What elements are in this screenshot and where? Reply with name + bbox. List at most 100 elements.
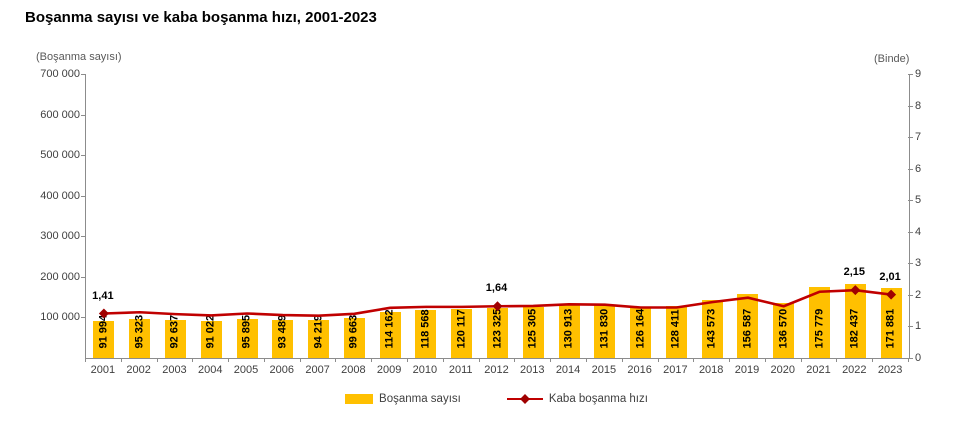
bar-2008: 99 663 [343, 315, 365, 358]
right-tick-mark [908, 263, 913, 265]
plot-area: 91 994 95 323 92 637 91 022 95 895 93 489 94 2… [85, 74, 910, 359]
left-axis-unit-label: (Boşanma sayısı) [36, 51, 122, 63]
rate-label-2012: 1,64 [485, 282, 508, 295]
right-axis-tick-9: 9 [915, 68, 922, 80]
x-axis-label-2016: 2016 [627, 364, 652, 376]
bar-2006: 93 489 [272, 315, 294, 358]
line-marker-2022 [850, 285, 861, 296]
x-tick-mark [192, 358, 194, 362]
x-tick-mark [371, 358, 373, 362]
x-tick-mark [693, 358, 695, 362]
x-axis-label-2004: 2004 [197, 364, 223, 376]
legend-item-bars: Boşanma sayısı [345, 393, 461, 405]
legend-label: Boşanma sayısı [379, 393, 461, 405]
legend-label: Kaba boşanma hızı [548, 393, 648, 405]
bar-2011: 120 117 [451, 309, 473, 358]
x-axis-label-2022: 2022 [842, 364, 867, 376]
line-marker-2012 [492, 301, 503, 312]
legend: Boşanma sayısı Kaba boşanma hızı [85, 393, 908, 405]
right-tick-mark [908, 231, 913, 233]
x-axis-label-2003: 2003 [162, 364, 187, 376]
x-tick-mark [335, 358, 337, 362]
left-axis-tick-200000: 200 000 [40, 270, 80, 283]
legend-item-line: Kaba boşanma hızı [506, 393, 648, 405]
x-tick-mark [729, 358, 731, 362]
x-tick-mark [800, 358, 802, 362]
right-axis-tick-0: 0 [915, 352, 922, 364]
x-tick-mark [764, 358, 766, 362]
x-tick-mark [85, 358, 86, 362]
x-axis-label-2011: 2011 [448, 364, 473, 376]
right-tick-mark [908, 168, 913, 170]
left-tick-mark [81, 195, 85, 197]
bar-2018: 143 573 [701, 299, 723, 358]
bar-2015: 131 830 [594, 304, 616, 358]
x-axis-label-2008: 2008 [341, 364, 366, 376]
x-tick-mark [836, 358, 838, 362]
bar-2016: 126 164 [630, 306, 652, 358]
x-tick-mark [228, 358, 230, 362]
x-tick-mark [585, 358, 587, 362]
bar-2017: 128 411 [665, 305, 687, 358]
right-tick-mark [908, 200, 913, 202]
right-axis-tick-6: 6 [915, 162, 922, 175]
x-tick-mark [550, 358, 552, 362]
right-axis-tick-5: 5 [915, 194, 922, 207]
right-axis-tick-7: 7 [915, 131, 922, 144]
x-tick-mark [299, 358, 301, 362]
x-axis-label-2013: 2013 [520, 364, 545, 376]
bar-2001: 91 994 [93, 315, 115, 358]
x-axis-label-2020: 2020 [770, 364, 795, 376]
x-axis-label-2019: 2019 [734, 364, 760, 376]
right-axis-unit-label: (Binde) [874, 53, 910, 65]
right-tick-mark [908, 358, 913, 359]
chart-title: Boşanma sayısı ve kaba boşanma hızı, 200… [25, 9, 377, 26]
right-axis-tick-4: 4 [915, 225, 922, 238]
x-axis-label-2015: 2015 [591, 364, 617, 376]
right-tick-mark [908, 74, 913, 75]
x-axis-label-2007: 2007 [305, 364, 330, 376]
left-axis-tick-400000: 400 000 [40, 189, 80, 202]
bar-2020: 136 570 [773, 302, 795, 358]
x-axis-label-2002: 2002 [126, 364, 151, 376]
rate-label-2023: 2,01 [879, 270, 901, 283]
right-axis-tick-8: 8 [915, 99, 922, 112]
x-tick-mark [156, 358, 158, 362]
bar-2021: 175 779 [809, 286, 831, 358]
x-tick-mark [514, 358, 516, 362]
x-tick-mark [120, 358, 122, 362]
bar-2004: 91 022 [200, 315, 222, 358]
right-axis-tick-1: 1 [915, 320, 922, 333]
x-axis-label-2017: 2017 [663, 364, 688, 376]
right-tick-mark [908, 294, 913, 296]
rate-label-2022: 2,15 [843, 266, 866, 279]
right-tick-mark [908, 137, 913, 139]
left-axis-tick-300000: 300 000 [40, 230, 80, 243]
x-axis-label-2021: 2021 [806, 364, 831, 376]
right-tick-mark [908, 105, 913, 107]
bar-2022: 182 437 [844, 283, 866, 358]
left-axis-tick-700000: 700 000 [40, 68, 80, 80]
x-axis-label-2018: 2018 [698, 364, 724, 376]
right-axis-tick-2: 2 [915, 288, 922, 301]
bar-2003: 92 637 [164, 315, 186, 358]
left-tick-mark [81, 155, 85, 157]
left-tick-mark [81, 114, 85, 116]
bar-2007: 94 219 [308, 315, 330, 358]
bar-2009: 114 162 [379, 309, 401, 358]
left-tick-mark [81, 317, 85, 319]
right-axis-tick-3: 3 [915, 257, 922, 270]
bar-2010: 118 568 [415, 309, 437, 358]
x-axis-label-2023: 2023 [877, 364, 903, 376]
left-tick-mark [81, 236, 85, 238]
bar-2002: 95 323 [129, 315, 151, 358]
x-tick-mark [478, 358, 480, 362]
bar-2005: 95 895 [236, 315, 258, 358]
x-axis-label-2009: 2009 [376, 364, 402, 376]
left-tick-mark [81, 276, 85, 278]
x-tick-mark [263, 358, 265, 362]
x-axis-label-2010: 2010 [412, 364, 438, 376]
legend-diamond-icon [519, 393, 530, 404]
left-tick-mark [81, 74, 85, 75]
